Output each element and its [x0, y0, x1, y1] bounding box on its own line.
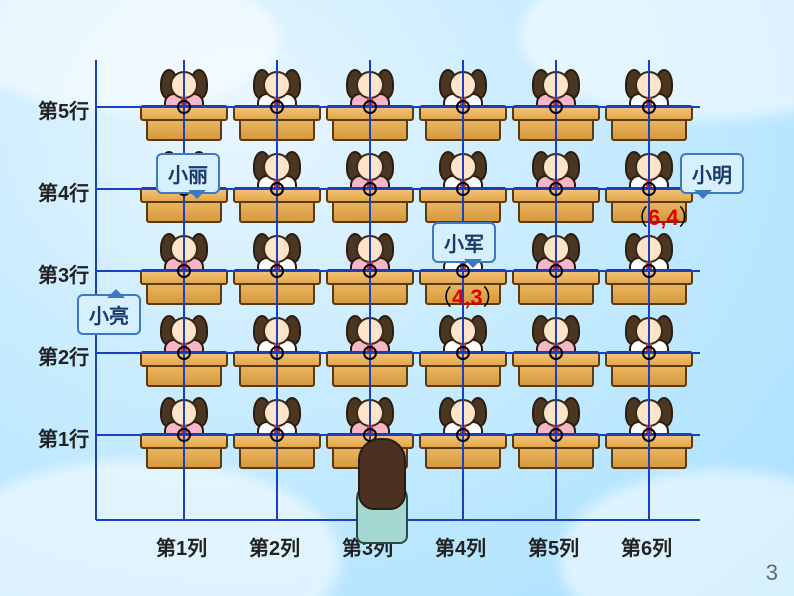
row-label: 第1行 — [38, 423, 89, 452]
row-label: 第4行 — [38, 177, 89, 206]
grid-marker — [456, 100, 470, 114]
bg-blob — [0, 460, 340, 596]
grid-marker — [177, 100, 191, 114]
col-label: 第6列 — [621, 532, 672, 561]
grid-marker — [549, 100, 563, 114]
grid-marker — [177, 428, 191, 442]
coord-label: （6,4） — [626, 200, 701, 232]
grid-marker — [549, 264, 563, 278]
row-label: 第5行 — [38, 95, 89, 124]
page-number: 3 — [766, 560, 778, 586]
grid-marker — [270, 346, 284, 360]
grid-marker — [642, 100, 656, 114]
row-label: 第3行 — [38, 259, 89, 288]
grid-marker — [363, 264, 377, 278]
grid-marker — [642, 264, 656, 278]
grid-vertical — [648, 60, 650, 520]
bg-blob — [560, 470, 794, 596]
grid-vertical — [555, 60, 557, 520]
grid-marker — [549, 428, 563, 442]
grid-marker — [456, 182, 470, 196]
grid-marker — [270, 100, 284, 114]
grid-vertical — [95, 60, 97, 520]
grid-marker — [270, 182, 284, 196]
grid-vertical — [276, 60, 278, 520]
callout-小明: 小明 — [680, 153, 744, 194]
grid-marker — [270, 264, 284, 278]
row-label: 第2行 — [38, 341, 89, 370]
callout-小军: 小军 — [432, 222, 496, 263]
grid-marker — [456, 428, 470, 442]
col-label: 第2列 — [249, 532, 300, 561]
teacher-figure — [352, 438, 412, 548]
grid-marker — [456, 346, 470, 360]
grid-marker — [177, 346, 191, 360]
callout-小亮: 小亮 — [77, 294, 141, 335]
grid-marker — [642, 346, 656, 360]
grid-marker — [363, 182, 377, 196]
grid-marker — [549, 346, 563, 360]
callout-小丽: 小丽 — [156, 153, 220, 194]
grid-marker — [363, 100, 377, 114]
grid-marker — [177, 264, 191, 278]
grid-vertical — [183, 60, 185, 520]
grid-marker — [363, 346, 377, 360]
grid-marker — [270, 428, 284, 442]
stage: 第1行第2行第3行第4行第5行 第1列第2列第3列第4列第5列第6列 小丽小明小… — [0, 0, 794, 596]
col-label: 第1列 — [156, 532, 207, 561]
grid-marker — [549, 182, 563, 196]
col-label: 第4列 — [435, 532, 486, 561]
col-label: 第5列 — [528, 532, 579, 561]
grid-marker — [642, 428, 656, 442]
coord-label: （4,3） — [430, 280, 505, 312]
grid-marker — [642, 182, 656, 196]
